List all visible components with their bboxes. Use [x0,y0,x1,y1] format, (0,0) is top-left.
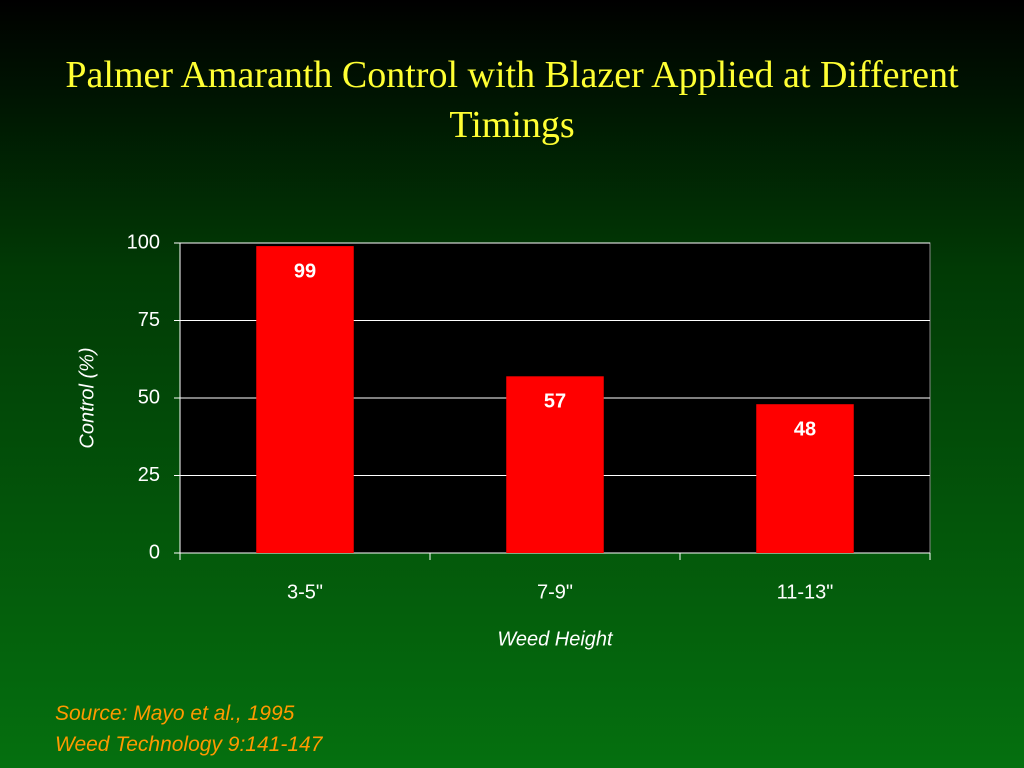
x-axis-label: Weed Height [497,628,614,650]
data-label: 57 [544,391,566,413]
y-tick-label: 75 [138,309,160,331]
x-tick-label: 11-13" [777,581,834,603]
y-tick-label: 25 [138,464,160,486]
source: Source: Mayo et al., 1995 Weed Technolog… [55,698,322,760]
x-tick-label: 3-5" [287,581,323,603]
y-axis-label: Control (%) [76,347,98,448]
chart-title: Palmer Amaranth Control with Blazer Appl… [65,54,959,146]
bar [506,376,604,553]
source-line: Source: Mayo et al., 1995 [55,702,295,725]
bar [756,404,854,553]
data-label: 99 [294,260,316,282]
x-tick-label: 7-9" [537,581,573,603]
bar [256,246,354,553]
y-tick-label: 0 [149,541,160,563]
data-label: 48 [794,418,816,440]
source-line: Weed Technology 9:141-147 [55,733,323,756]
y-tick-label: 50 [138,386,160,408]
y-tick-label: 100 [127,231,160,253]
